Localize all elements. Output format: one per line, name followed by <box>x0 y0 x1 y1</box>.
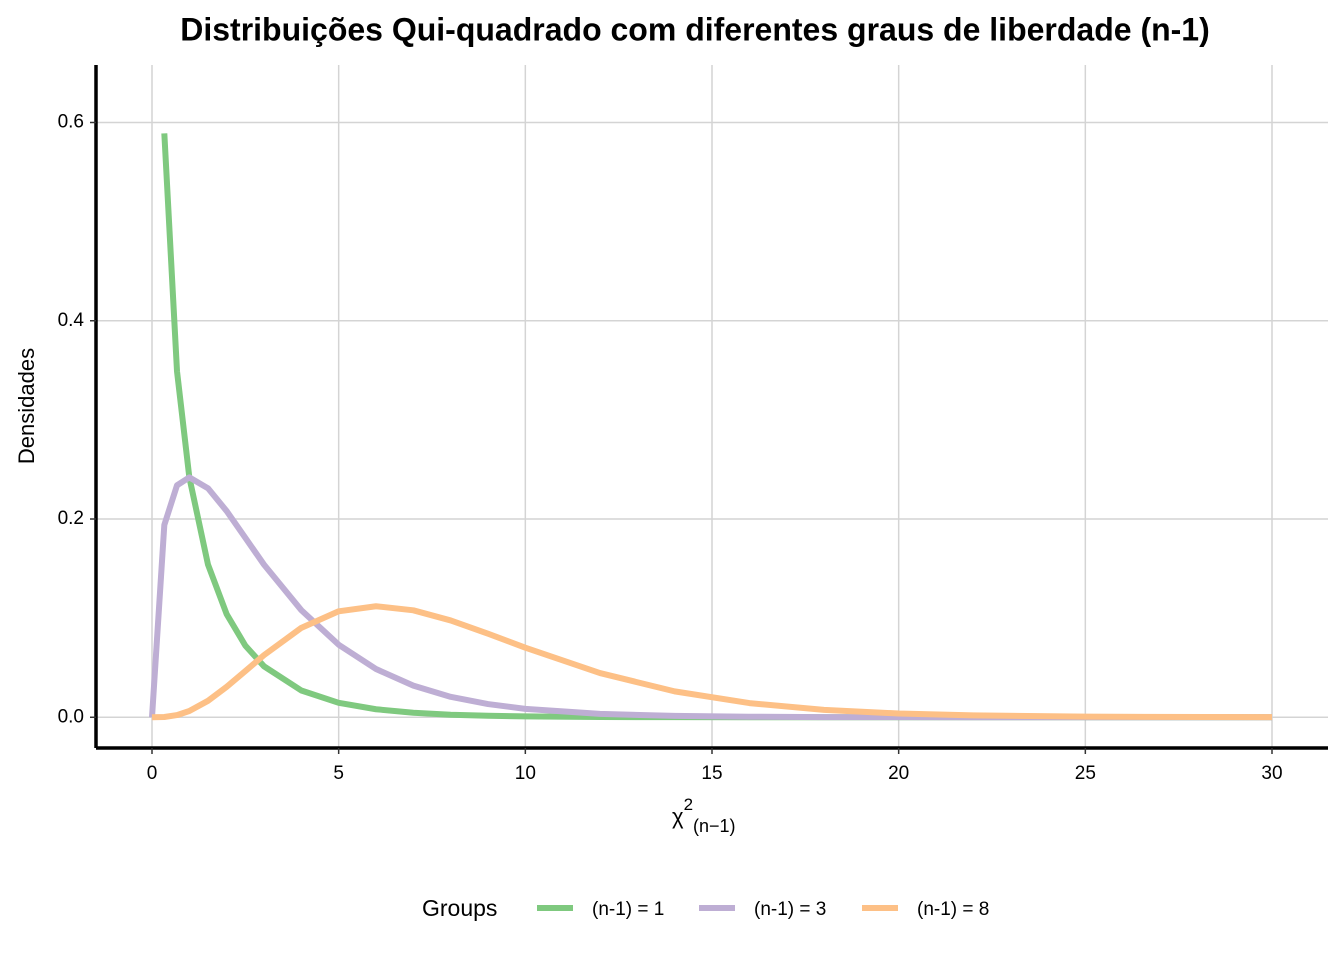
x-tick-label: 15 <box>701 763 722 784</box>
x-tick-label: 5 <box>333 763 344 784</box>
series-line <box>149 474 1272 721</box>
axes: 0 5 10 15 20 25 30 0.0 0.2 0.4 0.6 <box>58 65 1328 784</box>
x-axis-label: χ2(n−1) <box>672 795 736 836</box>
x-label-sup: 2 <box>684 795 693 814</box>
chart-title: Distribuições Qui-quadrado com diferente… <box>180 11 1210 47</box>
y-tick-label: 0.6 <box>58 112 84 133</box>
x-tick-label: 10 <box>515 763 536 784</box>
legend-label: (n-1) = 8 <box>917 899 989 920</box>
series-line <box>151 603 1273 721</box>
y-axis-label: Densidades <box>14 348 39 464</box>
plot-lines <box>149 133 1273 721</box>
y-tick-label: 0.2 <box>58 508 84 529</box>
legend: Groups (n-1) = 1 (n-1) = 3 (n-1) = 8 <box>422 895 989 921</box>
x-tick-label: 25 <box>1075 763 1096 784</box>
y-tick-label: 0.4 <box>58 310 85 331</box>
x-tick-label: 30 <box>1261 763 1282 784</box>
grid <box>96 65 1328 748</box>
legend-title: Groups <box>422 895 497 921</box>
x-tick-label: 20 <box>888 763 909 784</box>
x-label-sub: (n−1) <box>693 816 736 836</box>
x-label-base: χ <box>672 804 684 829</box>
y-tick-label: 0.0 <box>58 706 84 727</box>
series-line <box>161 133 1272 721</box>
legend-label: (n-1) = 1 <box>592 899 664 920</box>
legend-label: (n-1) = 3 <box>754 899 826 920</box>
x-tick-label: 0 <box>147 763 158 784</box>
